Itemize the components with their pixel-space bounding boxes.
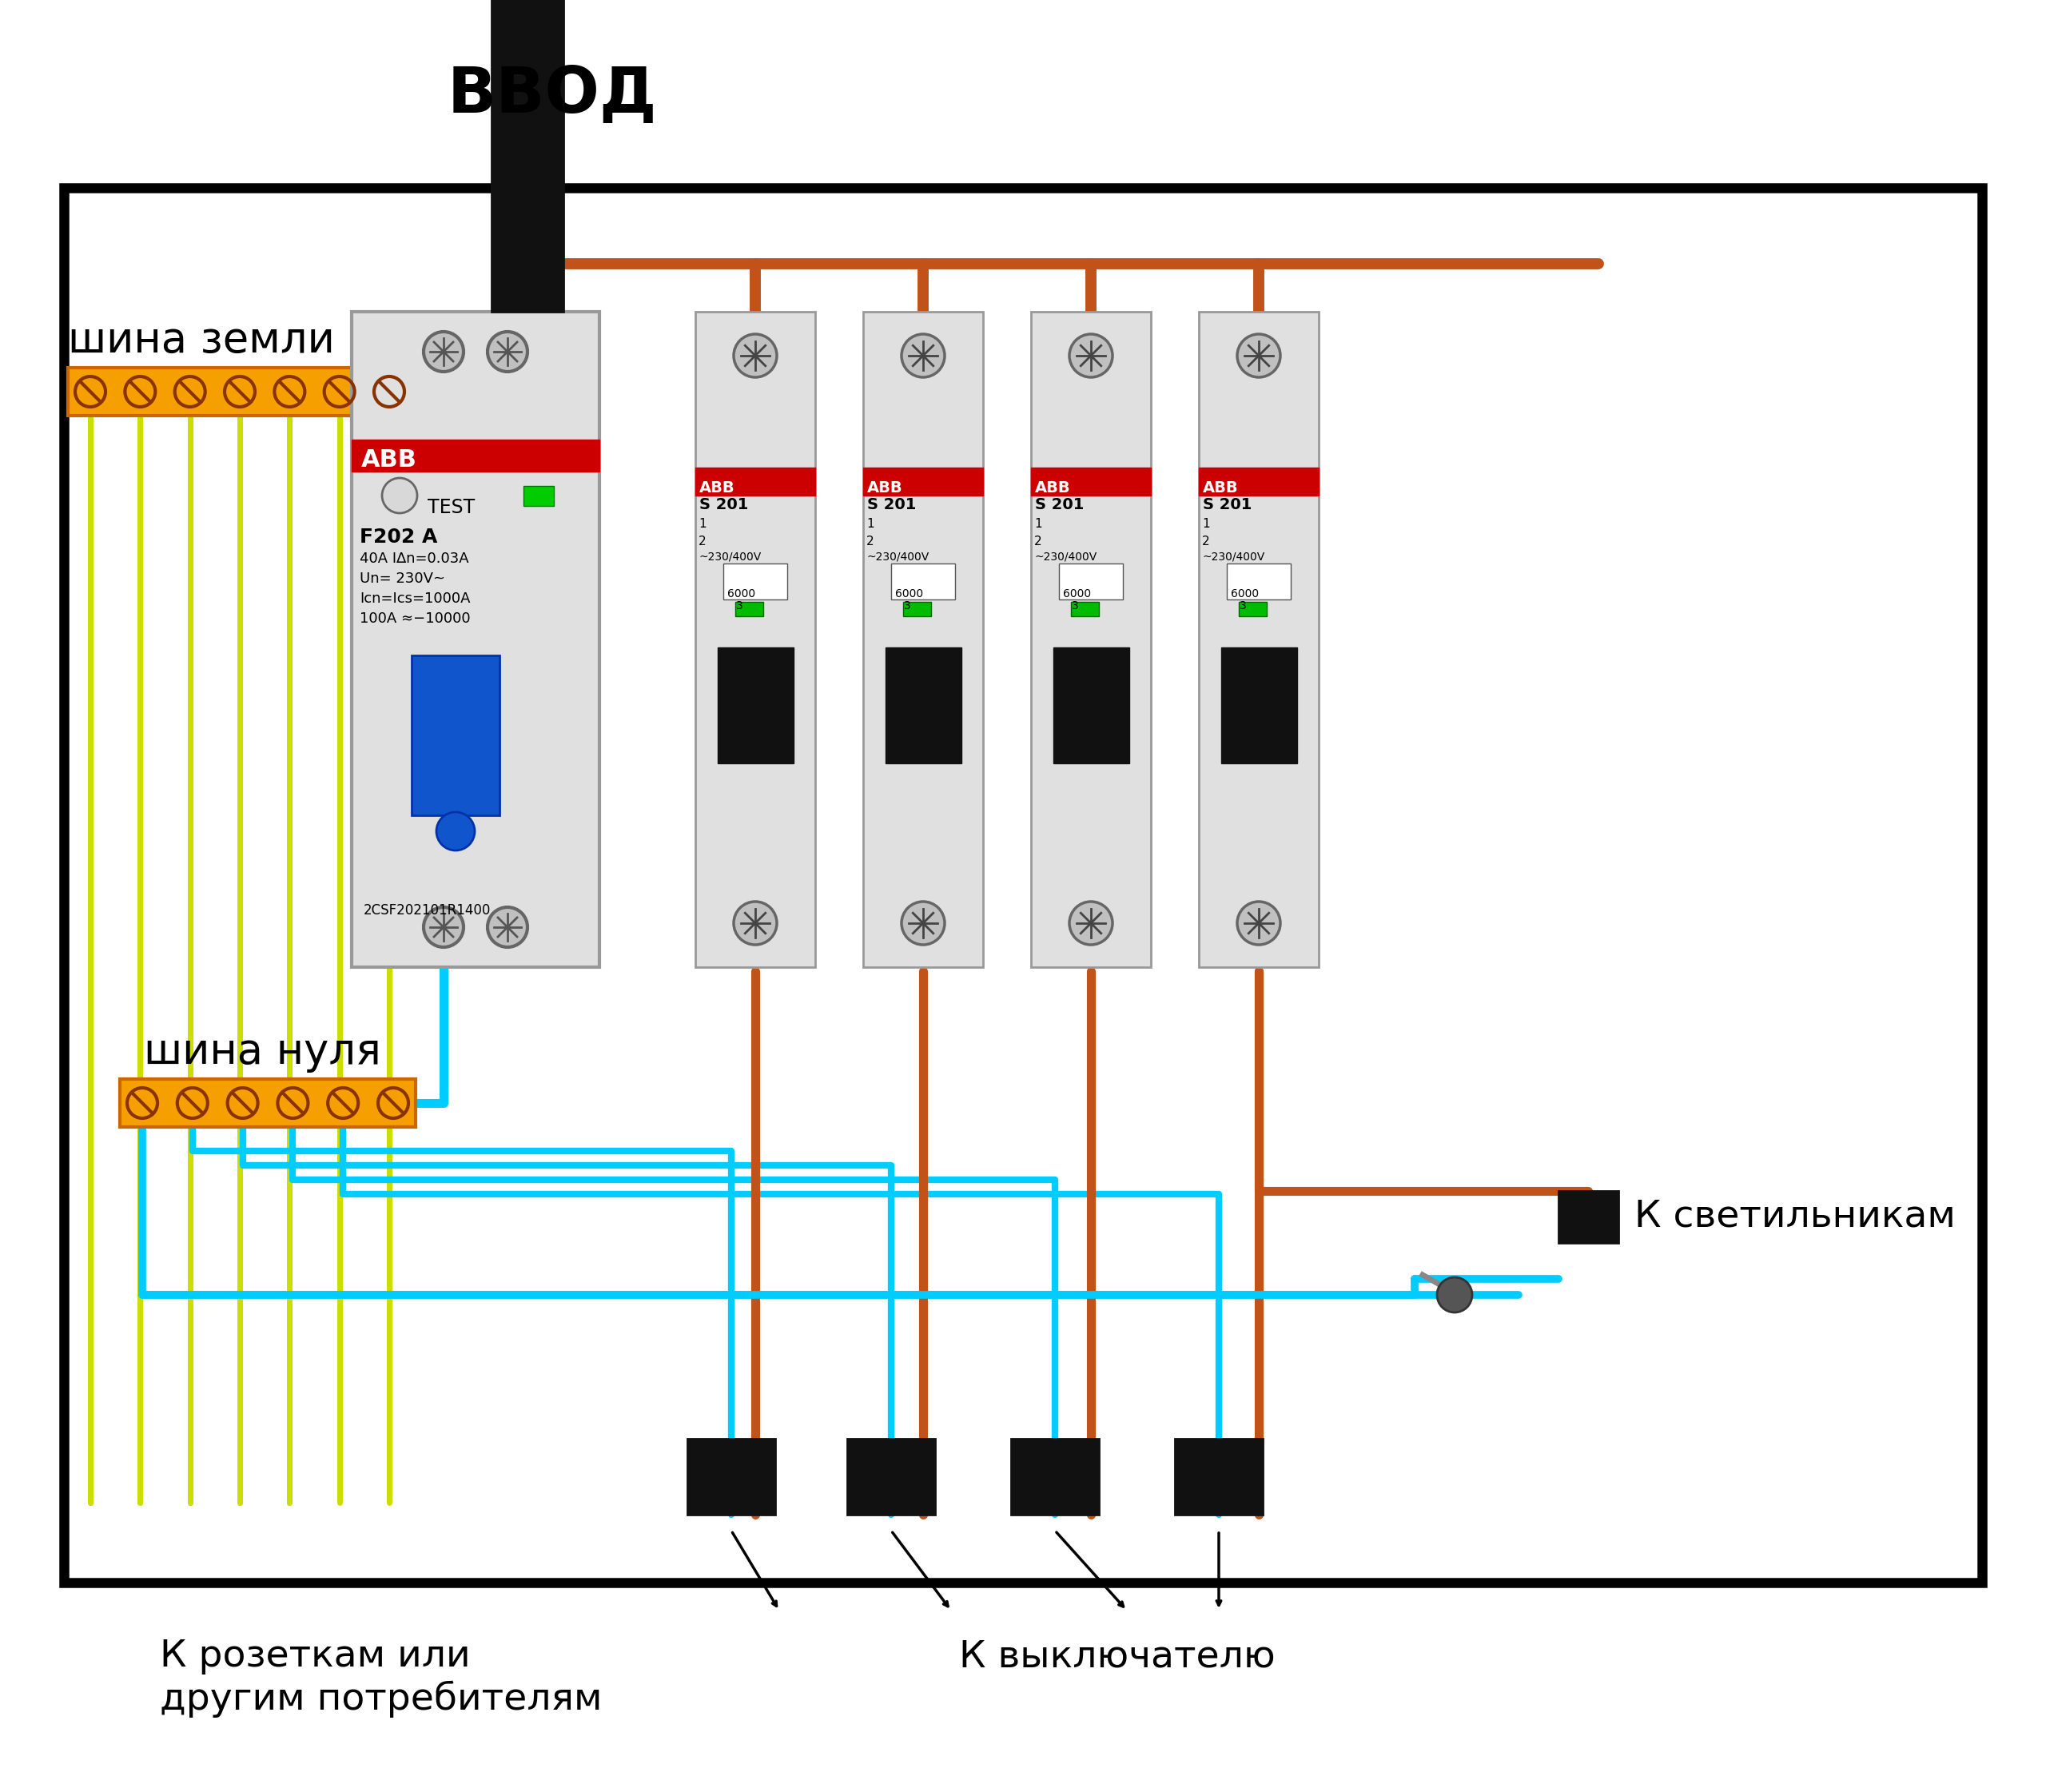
Text: 6000: 6000 bbox=[726, 588, 755, 600]
Text: ~230/400V: ~230/400V bbox=[865, 552, 929, 563]
Text: ABB: ABB bbox=[1203, 480, 1238, 496]
Bar bbox=[863, 312, 982, 968]
Bar bbox=[687, 1439, 775, 1514]
Bar bbox=[1559, 1192, 1618, 1244]
Text: 2CSF202101R1400: 2CSF202101R1400 bbox=[364, 903, 491, 918]
Bar bbox=[724, 563, 788, 600]
Circle shape bbox=[1238, 901, 1281, 944]
Text: 40A I∆n=0.03A: 40A I∆n=0.03A bbox=[360, 552, 469, 566]
Bar bbox=[735, 602, 763, 616]
Text: Icn=Ics=1000A: Icn=Ics=1000A bbox=[360, 591, 471, 606]
Circle shape bbox=[487, 332, 528, 371]
Circle shape bbox=[424, 332, 464, 371]
Bar bbox=[524, 486, 554, 505]
Text: ВВОД: ВВОД bbox=[448, 65, 657, 125]
Bar bbox=[1238, 602, 1266, 616]
Bar bbox=[892, 563, 955, 600]
Circle shape bbox=[487, 907, 528, 948]
Text: 2: 2 bbox=[1033, 536, 1041, 548]
Text: ABB: ABB bbox=[362, 448, 417, 471]
Bar bbox=[491, 0, 563, 312]
Text: К выключателю: К выключателю bbox=[960, 1638, 1275, 1674]
Text: Un= 230V~: Un= 230V~ bbox=[360, 572, 446, 586]
Text: 100A ≈−10000: 100A ≈−10000 bbox=[360, 611, 471, 625]
Text: 2: 2 bbox=[865, 536, 874, 548]
Bar bbox=[1199, 468, 1320, 496]
Text: 3: 3 bbox=[1072, 600, 1078, 611]
Text: ABB: ABB bbox=[868, 480, 902, 496]
Text: S 201: S 201 bbox=[700, 496, 749, 513]
Text: шина нуля: шина нуля bbox=[143, 1030, 381, 1073]
Bar bbox=[1054, 647, 1129, 763]
Bar bbox=[847, 1439, 935, 1514]
Text: ~230/400V: ~230/400V bbox=[1033, 552, 1097, 563]
Bar bbox=[902, 602, 931, 616]
Bar bbox=[63, 188, 1983, 1582]
Text: ~230/400V: ~230/400V bbox=[698, 552, 761, 563]
Bar bbox=[696, 312, 814, 968]
Circle shape bbox=[735, 901, 777, 944]
Text: S 201: S 201 bbox=[868, 496, 917, 513]
Bar bbox=[863, 468, 982, 496]
Bar bbox=[121, 1079, 415, 1127]
Circle shape bbox=[1070, 333, 1113, 378]
Text: 6000: 6000 bbox=[1232, 588, 1258, 600]
Text: 3: 3 bbox=[1240, 600, 1246, 611]
Text: 2: 2 bbox=[1203, 536, 1209, 548]
Circle shape bbox=[1436, 1278, 1473, 1312]
Circle shape bbox=[735, 333, 777, 378]
Text: ABB: ABB bbox=[700, 480, 735, 496]
Text: 1: 1 bbox=[698, 518, 706, 530]
Bar bbox=[696, 468, 814, 496]
Text: ~230/400V: ~230/400V bbox=[1203, 552, 1264, 563]
Bar bbox=[1031, 312, 1150, 968]
Text: К розеткам или
другим потребителям: К розеткам или другим потребителям bbox=[160, 1638, 602, 1717]
Bar bbox=[68, 367, 411, 416]
Text: К светильникам: К светильникам bbox=[1635, 1199, 1956, 1235]
Text: TEST: TEST bbox=[428, 498, 475, 518]
Bar bbox=[886, 647, 962, 763]
Text: S 201: S 201 bbox=[1035, 496, 1084, 513]
Bar bbox=[1228, 563, 1291, 600]
Text: 2: 2 bbox=[698, 536, 706, 548]
Text: 3: 3 bbox=[904, 600, 910, 611]
Text: ABB: ABB bbox=[1035, 480, 1070, 496]
Text: 1: 1 bbox=[1203, 518, 1209, 530]
Bar bbox=[1060, 563, 1123, 600]
Bar bbox=[1221, 647, 1297, 763]
Text: S 201: S 201 bbox=[1203, 496, 1252, 513]
Text: 6000: 6000 bbox=[1064, 588, 1091, 600]
Bar bbox=[411, 656, 499, 815]
Text: 1: 1 bbox=[865, 518, 874, 530]
Bar bbox=[1011, 1439, 1099, 1514]
Text: 3: 3 bbox=[737, 600, 743, 611]
Bar bbox=[718, 647, 794, 763]
Circle shape bbox=[1070, 901, 1113, 944]
Circle shape bbox=[1238, 333, 1281, 378]
Bar bbox=[1031, 468, 1150, 496]
Circle shape bbox=[383, 478, 417, 513]
Bar bbox=[352, 312, 599, 968]
Text: шина земли: шина земли bbox=[68, 319, 336, 362]
Bar bbox=[1070, 602, 1099, 616]
Circle shape bbox=[902, 901, 945, 944]
Bar bbox=[352, 439, 599, 471]
Circle shape bbox=[436, 812, 475, 851]
Bar bbox=[1174, 1439, 1262, 1514]
Text: 1: 1 bbox=[1033, 518, 1041, 530]
Circle shape bbox=[424, 907, 464, 948]
Bar bbox=[1199, 312, 1320, 968]
Circle shape bbox=[902, 333, 945, 378]
Text: 6000: 6000 bbox=[896, 588, 923, 600]
Text: F202 A: F202 A bbox=[360, 527, 438, 547]
